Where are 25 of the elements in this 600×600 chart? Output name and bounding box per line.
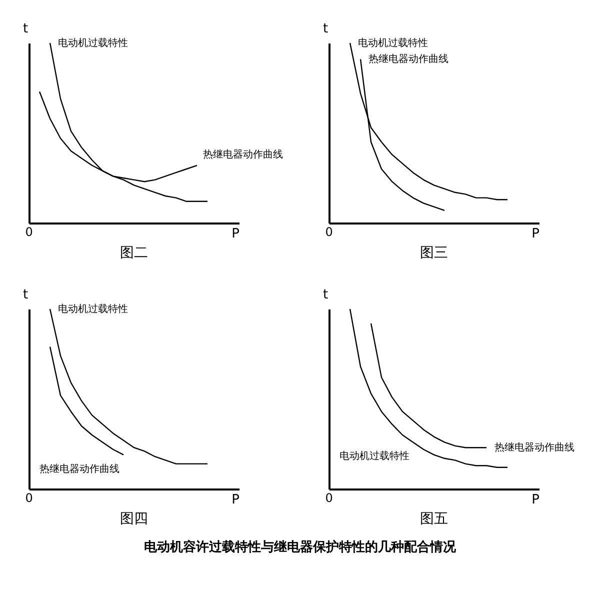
y-axis-title: t [322,288,328,302]
series-label: 电动机过载特性 [358,37,428,49]
series-label: 电动机过载特性 [340,450,410,462]
y-axis-title: t [22,22,28,36]
series-label: 电动机过载特性 [58,303,128,315]
text: 图四 [120,511,148,527]
text: 0 [325,491,333,505]
x-axis-title: P [532,226,540,242]
series-label: 热继电器动作曲线 [40,462,120,475]
series-label: 热继电器动作曲线 [368,53,448,66]
text: 图二 [120,245,148,261]
text: 0 [25,225,33,239]
series-label: 热继电器动作曲线 [494,442,574,454]
y-axis-title: t [22,288,28,302]
y-axis-title: t [322,22,328,36]
text: 电动机容许过载特性与继电器保护特性的几种配合情况 [143,538,457,556]
x-axis-title: P [232,226,240,242]
text: 0 [25,491,33,505]
x-axis-title: P [532,492,540,508]
text: 图五 [420,511,448,527]
series-label: 热继电器动作曲线 [203,148,283,160]
text: 0 [325,225,333,239]
x-axis-title: P [232,492,240,508]
series-label: 电动机过载特性 [58,37,128,49]
text: 图三 [420,245,448,261]
